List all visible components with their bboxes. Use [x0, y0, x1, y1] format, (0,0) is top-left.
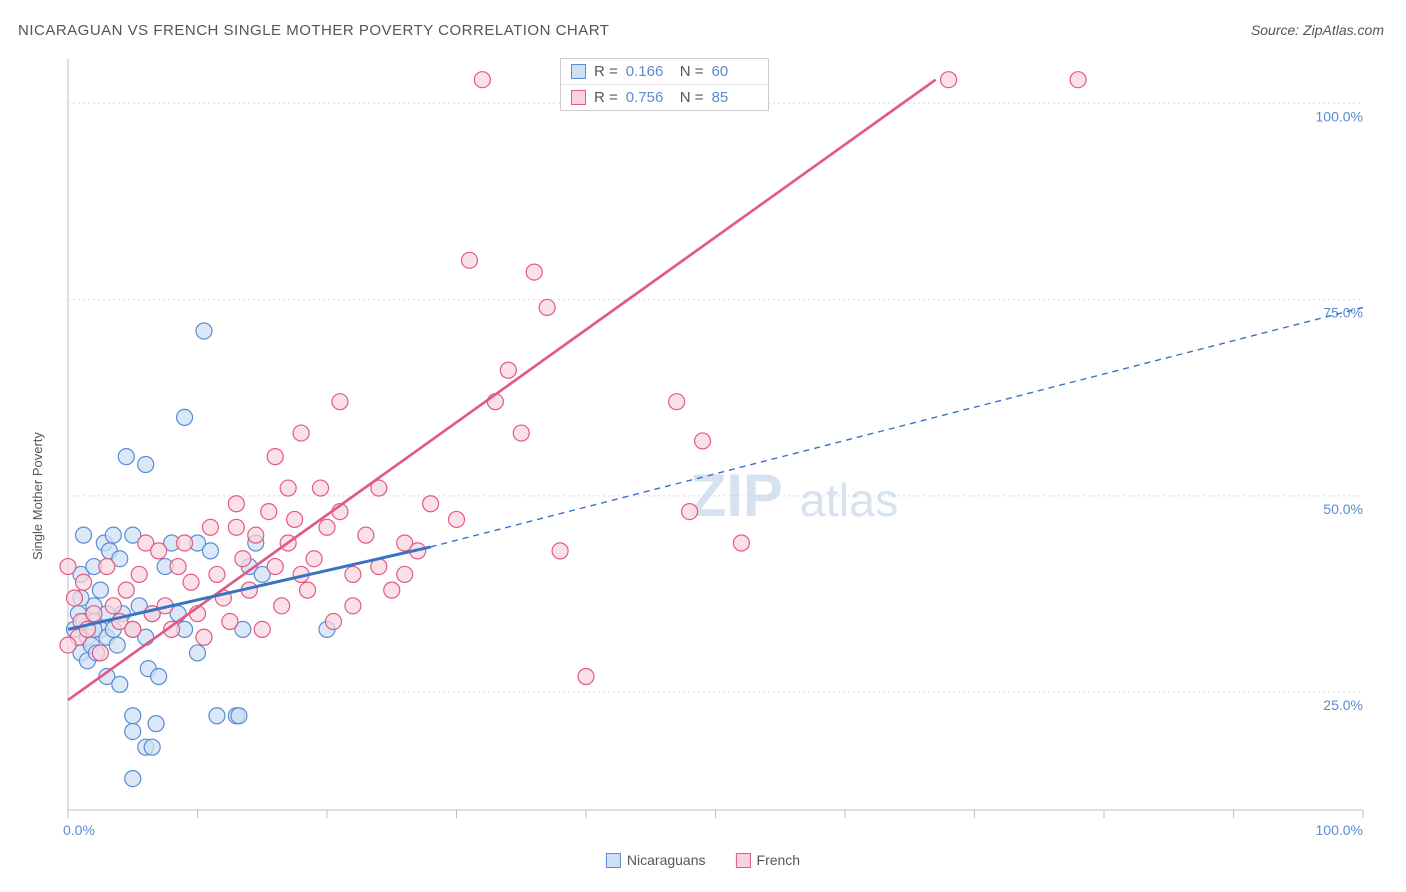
legend-item-series-b: French — [736, 852, 801, 868]
svg-text:100.0%: 100.0% — [1316, 822, 1363, 838]
n-equals-label: N = — [680, 89, 704, 106]
n-value: 85 — [712, 89, 758, 106]
y-axis-label: Single Mother Poverty — [30, 432, 45, 560]
svg-text:75.0%: 75.0% — [1323, 305, 1363, 321]
n-equals-label: N = — [680, 63, 704, 80]
svg-text:ZIP: ZIP — [690, 462, 783, 529]
svg-text:0.0%: 0.0% — [63, 822, 95, 838]
r-equals-label: R = — [594, 89, 618, 106]
stats-row: R = 0.166 N = 60 — [561, 59, 768, 85]
svg-text:100.0%: 100.0% — [1316, 108, 1363, 124]
svg-text:atlas: atlas — [800, 474, 899, 526]
svg-text:25.0%: 25.0% — [1323, 697, 1363, 713]
svg-text:50.0%: 50.0% — [1323, 501, 1363, 517]
r-equals-label: R = — [594, 63, 618, 80]
legend-label: Nicaraguans — [627, 852, 706, 868]
chart-title: NICARAGUAN VS FRENCH SINGLE MOTHER POVER… — [18, 22, 609, 39]
legend-swatch-icon — [736, 853, 751, 868]
stats-row: R = 0.756 N = 85 — [561, 85, 768, 110]
r-value: 0.756 — [626, 89, 672, 106]
n-value: 60 — [712, 63, 758, 80]
legend-swatch-icon — [606, 853, 621, 868]
bottom-legend: Nicaraguans French — [606, 852, 800, 868]
stats-swatch-icon — [571, 90, 586, 105]
scatter-chart: 25.0% 50.0% 75.0% 100.0% 0.0% 100.0% ZIP atlas — [18, 50, 1388, 865]
stats-swatch-icon — [571, 64, 586, 79]
r-value: 0.166 — [626, 63, 672, 80]
chart-source: Source: ZipAtlas.com — [1251, 22, 1384, 38]
legend-item-series-a: Nicaraguans — [606, 852, 706, 868]
chart-container: Single Mother Poverty 25.0% 50.0% 75.0% 100… — [18, 50, 1388, 872]
legend-label: French — [757, 852, 801, 868]
correlation-stats-box: R = 0.166 N = 60 R = 0.756 N = 85 — [560, 58, 769, 111]
